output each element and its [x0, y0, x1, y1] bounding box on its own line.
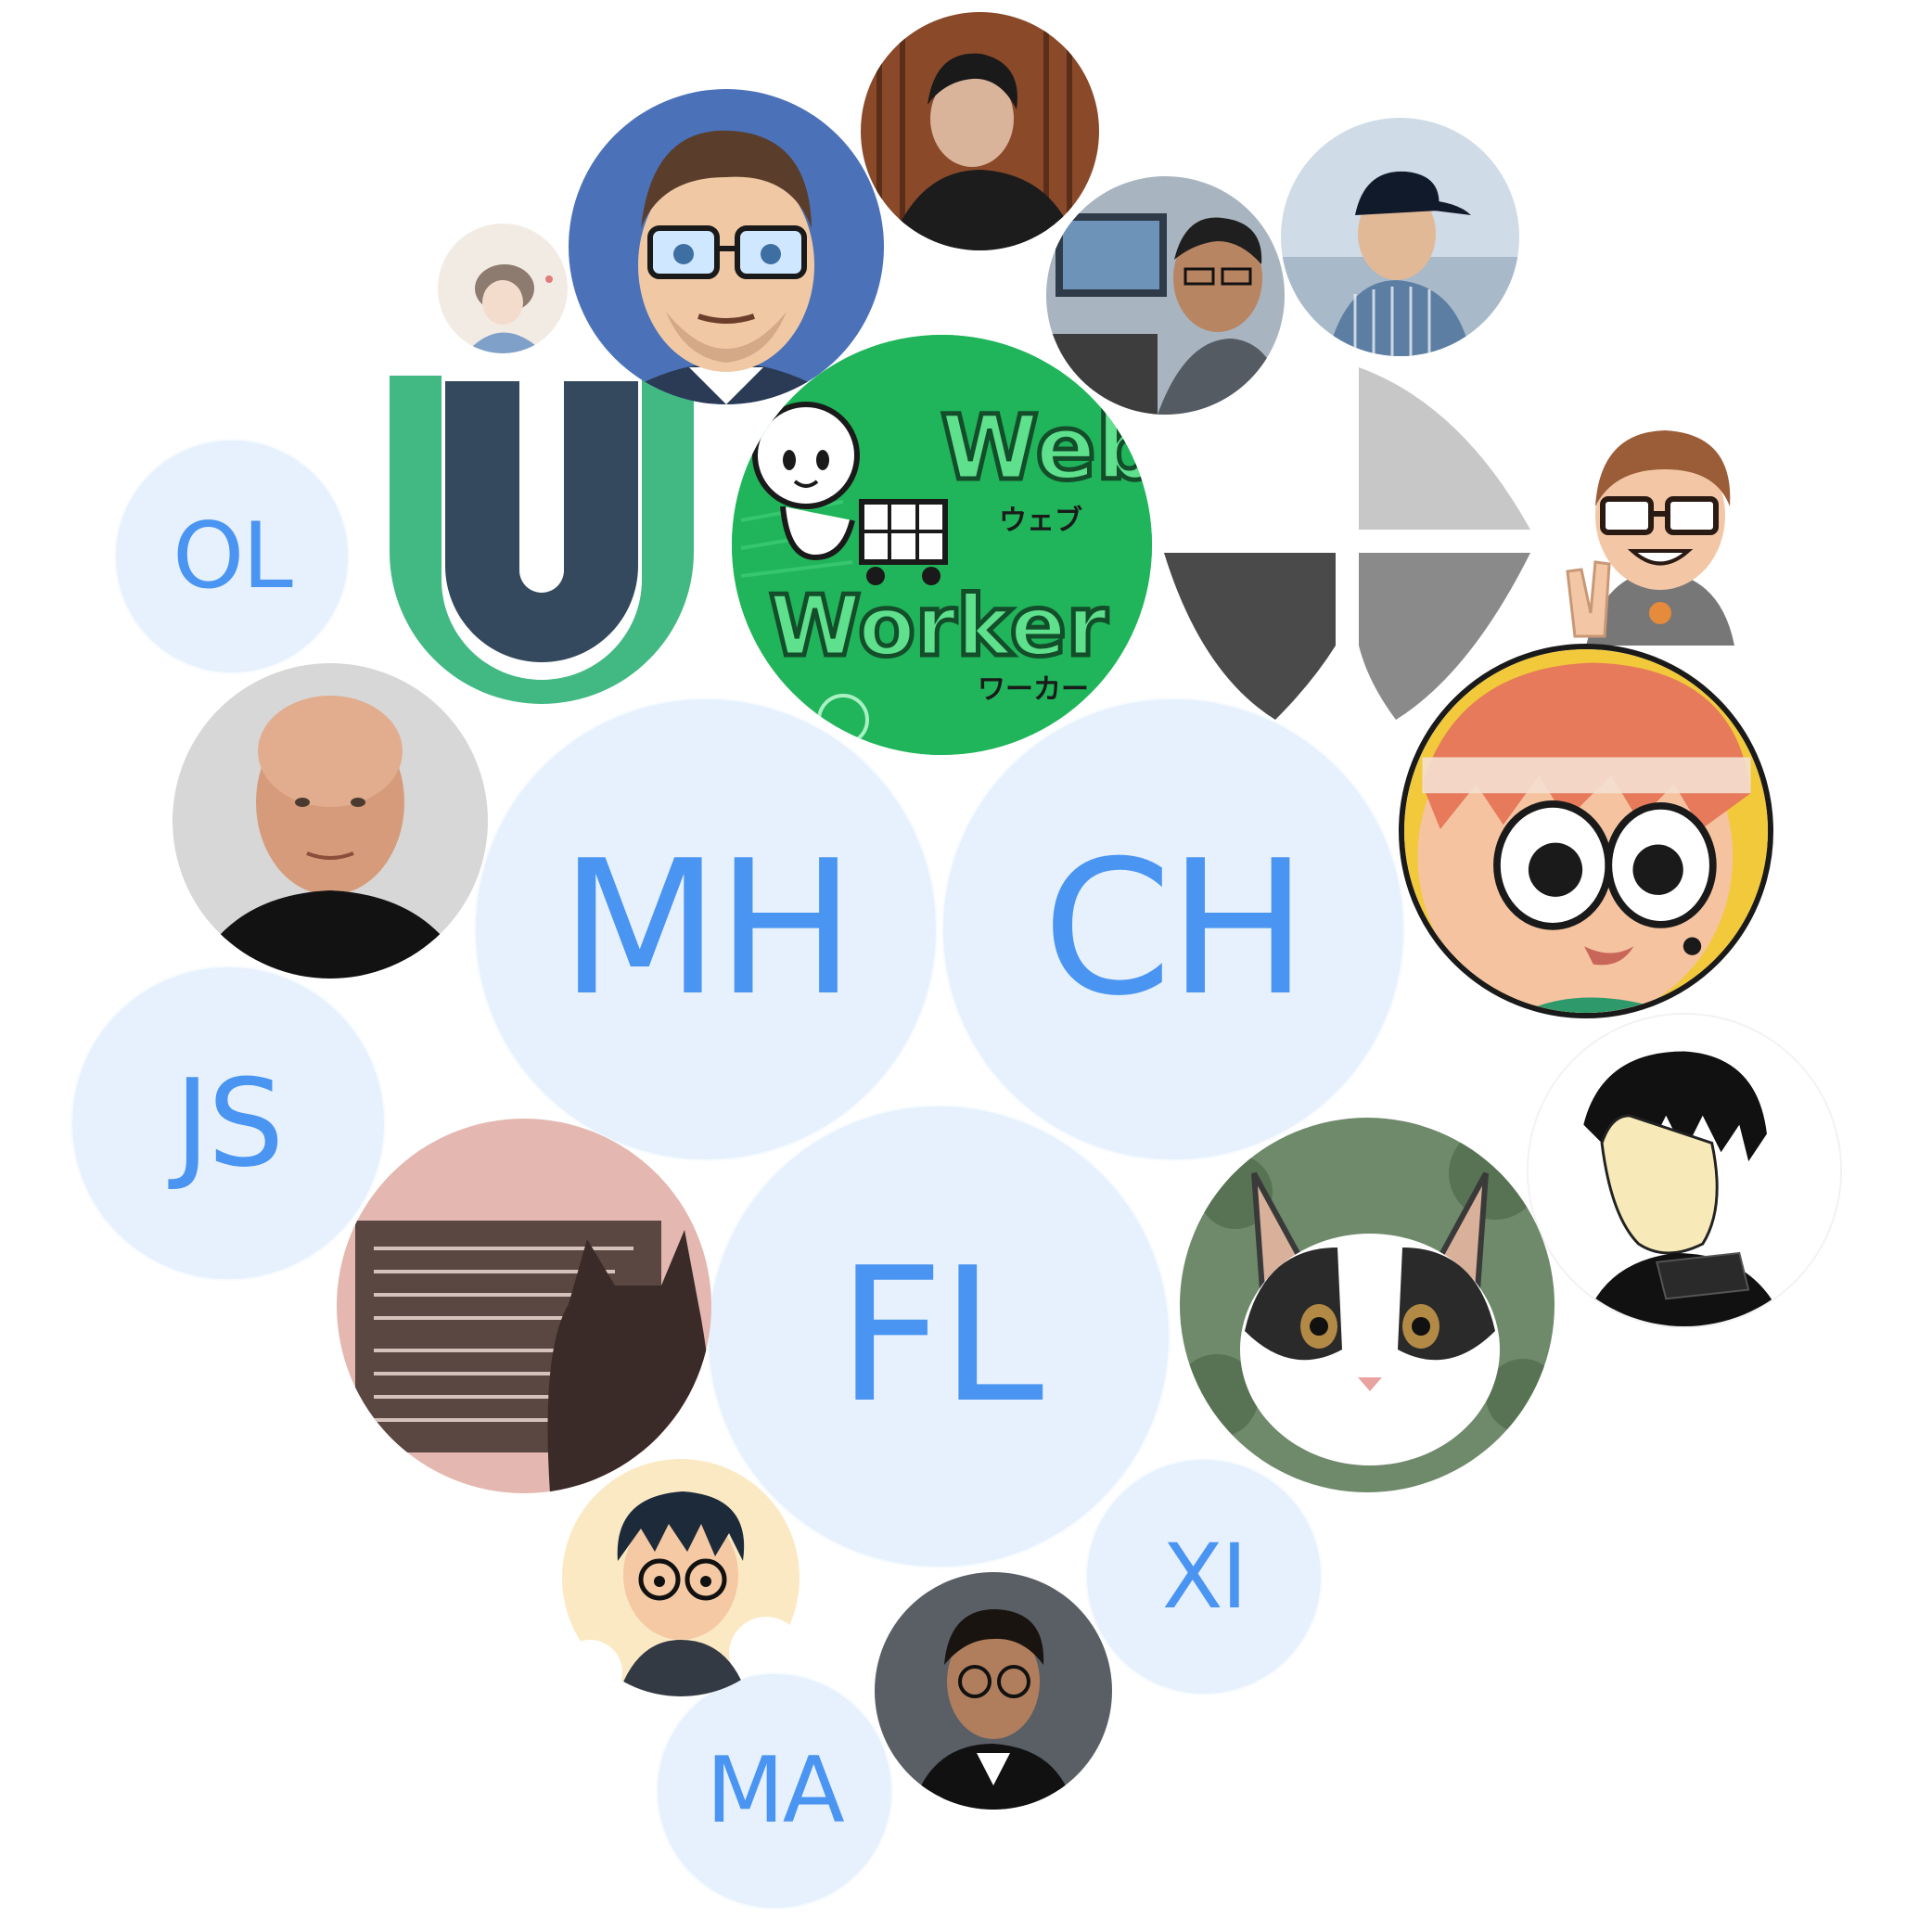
- avatar-illustration-icon[interactable]: [1527, 1013, 1842, 1328]
- contributor-initials: MH: [559, 821, 856, 1037]
- contributor-bubble-ol[interactable]: OL: [114, 439, 350, 674]
- webworker-line2: Worker: [769, 578, 1108, 675]
- contributor-initials: XI: [1161, 1525, 1247, 1629]
- avatar-photo-icon[interactable]: [173, 663, 488, 979]
- contributor-bubble-js[interactable]: JS: [70, 966, 386, 1281]
- webworker-line1: Web: [940, 396, 1152, 500]
- contributor-bubble-ch[interactable]: CH: [941, 697, 1405, 1161]
- contributor-bubble-fl[interactable]: FL: [707, 1105, 1171, 1568]
- contributor-bubble-mh[interactable]: MH: [474, 697, 938, 1161]
- avatar-illustration-icon[interactable]: [569, 89, 884, 404]
- contributor-initials: CH: [1042, 821, 1308, 1037]
- gray-shapes-logo-icon[interactable]: [1164, 367, 1530, 720]
- avatar-photo-icon[interactable]: [1046, 176, 1285, 415]
- avatar-photo-icon[interactable]: [875, 1572, 1112, 1810]
- avatar-illustration-icon[interactable]: [337, 1119, 711, 1493]
- avatar-photo-icon[interactable]: [1281, 118, 1519, 356]
- webworker-logo-icon[interactable]: Web ウェブ Worker ワーカー: [732, 335, 1152, 755]
- contributor-initials: OL: [173, 504, 293, 609]
- u-logo-icon[interactable]: [390, 376, 694, 705]
- contributor-initials: FL: [837, 1228, 1043, 1444]
- webworker-line1-kana: ウェブ: [999, 505, 1082, 537]
- cat-photo-icon[interactable]: [1180, 1118, 1555, 1492]
- contributor-bubble-xi[interactable]: XI: [1085, 1458, 1323, 1695]
- avatar-illustration-icon[interactable]: [1399, 644, 1773, 1018]
- contributor-initials: JS: [174, 1053, 284, 1194]
- webworker-line2-kana: ワーカー: [978, 673, 1089, 706]
- avatar-illustration-icon[interactable]: [562, 1459, 800, 1696]
- avatar-illustration-icon[interactable]: [1558, 414, 1758, 646]
- avatar-illustration-icon[interactable]: [438, 224, 568, 353]
- avatar-photo-icon[interactable]: [861, 12, 1099, 250]
- contributor-initials: MA: [706, 1738, 845, 1844]
- contributor-bubble-ma[interactable]: MA: [656, 1672, 893, 1910]
